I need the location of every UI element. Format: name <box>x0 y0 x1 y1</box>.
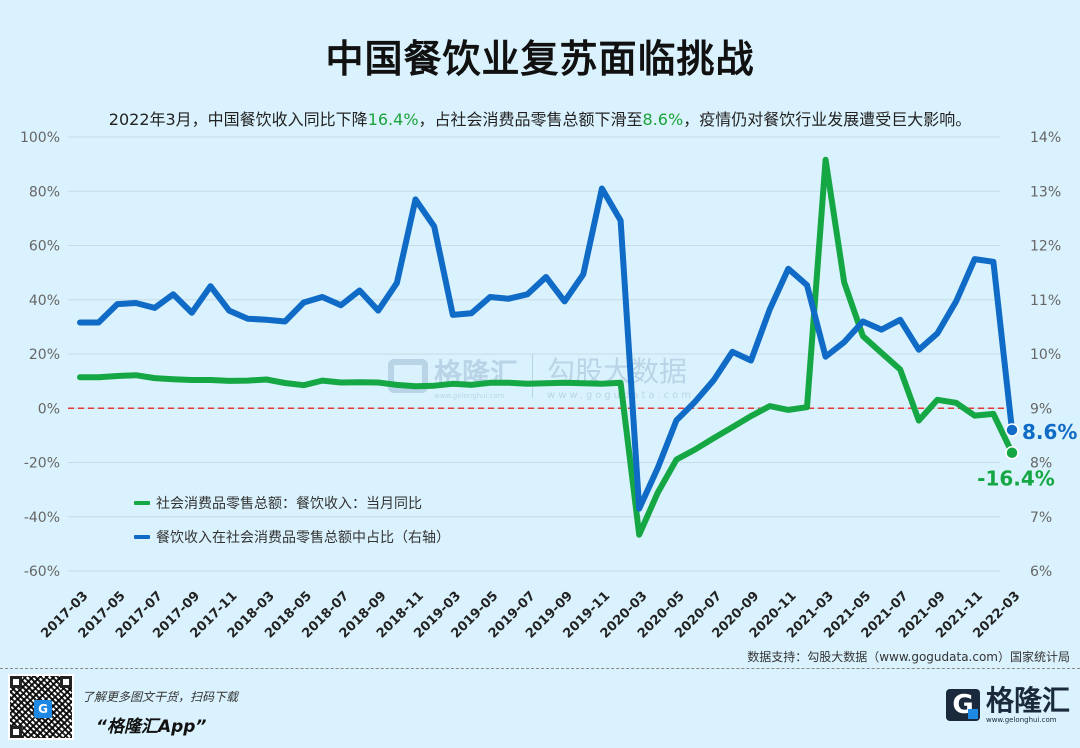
brand-g-icon: G <box>945 689 980 721</box>
watermark-divider <box>532 353 534 398</box>
legend-label: 社会消费品零售总额：餐饮收入：当月同比 <box>156 496 422 512</box>
end-label-yoy: -16.4% <box>977 467 1055 491</box>
right-axis-tick: 9% <box>1030 401 1052 417</box>
legend-swatch-blue <box>134 535 150 539</box>
left-axis-tick: 60% <box>29 239 60 255</box>
series-line-yoy <box>77 156 1015 538</box>
right-axis-tick: 8% <box>1030 456 1052 472</box>
chart-subtitle: 2022年3月，中国餐饮收入同比下降16.4%，占社会消费品零售总额下滑至8.6… <box>0 106 1080 130</box>
left-axis-tick: 80% <box>29 184 60 200</box>
left-axis-tick: 100% <box>20 130 60 146</box>
watermark-brand-url: www.gelonghui.com <box>434 391 505 400</box>
end-point-marker <box>1005 423 1019 437</box>
subtitle-text: ，占社会消费品零售总额下滑至 <box>418 110 643 129</box>
right-axis-tick: 13% <box>1030 184 1061 200</box>
legend-item-share: 餐饮收入在社会消费品零售总额中占比（右轴） <box>134 520 450 554</box>
right-axis-tick: 11% <box>1030 293 1061 309</box>
watermark-logo-icon <box>388 358 428 393</box>
right-axis-tick: 12% <box>1030 239 1061 255</box>
chart-title: 中国餐饮业复苏面临挑战 <box>325 37 755 81</box>
subtitle-highlight-yoy: 16.4% <box>367 110 419 129</box>
subtitle-highlight-share: 8.6% <box>642 110 684 129</box>
footer-divider <box>0 668 1080 669</box>
promo-text: 了解更多图文干货，扫码下载 <box>82 690 239 704</box>
legend-swatch-green <box>134 501 150 505</box>
left-axis-tick: 20% <box>29 347 60 363</box>
brand-name: 格隆汇 <box>985 684 1070 717</box>
right-axis-tick: 10% <box>1030 347 1061 363</box>
end-point-marker <box>1005 445 1019 460</box>
line-chart: 100% 80% 60% 40% 20% 0% -20% -40% -60% 14% 13% 12% 1… <box>20 130 1078 642</box>
qr-finder <box>10 676 22 688</box>
left-axis-tick: 40% <box>29 293 60 309</box>
series-line-share <box>77 185 1015 512</box>
legend: 社会消费品零售总额：餐饮收入：当月同比 餐饮收入在社会消费品零售总额中占比（右轴… <box>134 486 450 554</box>
left-axis-tick: -20% <box>24 456 60 472</box>
legend-label: 餐饮收入在社会消费品零售总额中占比（右轴） <box>156 530 450 546</box>
brand-logo: G 格隆汇 www.gelonghui.com <box>945 684 1070 724</box>
brand-url: www.gelonghui.com <box>985 716 1057 724</box>
right-axis-tick: 7% <box>1030 510 1052 526</box>
promo-app-name: “格隆汇App” <box>96 717 207 737</box>
qr-finder <box>10 726 22 738</box>
legend-item-yoy: 社会消费品零售总额：餐饮收入：当月同比 <box>134 486 450 520</box>
left-axis-tick: 0% <box>38 401 60 417</box>
right-axis-tick: 6% <box>1030 564 1052 580</box>
left-axis-tick: -60% <box>24 564 60 580</box>
qr-code[interactable]: G <box>8 674 74 740</box>
qr-logo-icon: G <box>34 700 52 718</box>
subtitle-text: ，疫情仍对餐饮行业发展遭受巨大影响。 <box>683 110 972 129</box>
watermark-partner-url: www.gogudata.com <box>547 390 695 401</box>
subtitle-text: 2022年3月，中国餐饮收入同比下降 <box>108 110 368 129</box>
left-axis-tick: -40% <box>24 510 60 526</box>
qr-finder <box>60 676 72 688</box>
end-label-share: 8.6% <box>1022 420 1077 444</box>
data-source: 数据支持：勾股大数据（www.gogudata.com）国家统计局 <box>747 650 1070 664</box>
right-axis-tick: 14% <box>1030 130 1061 146</box>
qr-pattern: G <box>10 676 72 738</box>
